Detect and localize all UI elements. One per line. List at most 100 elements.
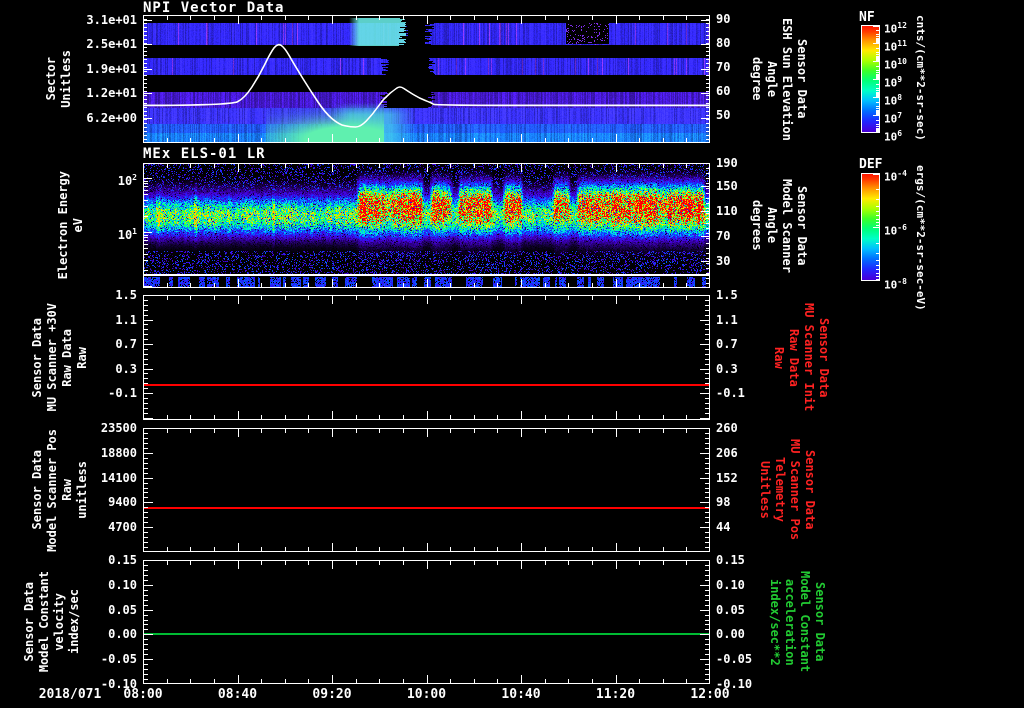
def-colorbar-title: DEF — [859, 157, 883, 172]
p3-left-tick-label: 1.5 — [115, 288, 137, 302]
p2-right-axis-label: Sensor Data Model Scanner Angle degrees — [750, 163, 809, 288]
p4-left-tick-label: 23500 — [100, 421, 137, 435]
date-label: 2018/071 — [38, 687, 102, 702]
p5-left-tick-label: 0.00 — [108, 627, 137, 642]
p4-left-tick-label: 14100 — [100, 470, 137, 485]
p3-right-tick-label: 0.7 — [716, 337, 738, 351]
axis-label-line: Sensor Data — [30, 317, 44, 398]
nf-colorbar-tick-label: 1010 — [884, 57, 907, 72]
p3-right-tick-label: 0.3 — [716, 361, 738, 376]
x-axis-tick-label: 09:20 — [312, 687, 352, 702]
axis-label-line: acceleration — [783, 578, 797, 666]
axis-label-line: ESH Sun Elevation — [780, 17, 794, 141]
p3-left-tick-label: 0.3 — [115, 361, 137, 376]
p1-left-tick-label: 1.9e+01 — [86, 61, 137, 76]
nf-colorbar-tick-label: 106 — [884, 129, 903, 144]
axis-label-line: Raw — [60, 479, 74, 501]
p1-left-tick-label: 3.1e+01 — [86, 12, 137, 27]
p5-left-tick-label: 0.10 — [108, 577, 137, 592]
p2-left-tick-label: 102 — [117, 173, 137, 188]
p3-left-tick-label: 1.1 — [115, 312, 137, 327]
p5-right-tick-label: -0.05 — [716, 652, 753, 667]
p3-right-axis-label: Sensor Data MU Scanner Init Raw Data Raw — [772, 295, 831, 420]
def-colorbar-tick-label: 10-4 — [884, 169, 907, 184]
axis-label-line: Sensor Data — [22, 582, 36, 662]
npi-spectrogram-canvas — [143, 15, 710, 143]
nf-colorbar-tick-label: 1012 — [884, 21, 907, 36]
p1-right-tick-label: 70 — [716, 59, 731, 74]
x-axis-tick-label: 12:00 — [690, 687, 730, 702]
x-axis-tick-label: 10:00 — [406, 687, 447, 702]
p4-left-axis-label: Sensor Data Model Scanner Pos Raw unitless — [30, 428, 89, 552]
axis-label-line: degrees — [750, 200, 764, 251]
axis-label-line: Raw — [75, 346, 89, 369]
x-axis-tick-label: 08:00 — [123, 687, 163, 702]
model-scanner-pos-canvas — [143, 428, 710, 552]
nf-colorbar-unit: cnts/(cm**2-sr-sec) — [914, 15, 927, 141]
p1-left-tick-label: 2.5e+01 — [86, 37, 137, 52]
mu-scanner-30v-canvas — [143, 295, 710, 420]
p1-right-tick-label: 50 — [716, 107, 731, 122]
p5-left-tick-label: -0.05 — [100, 652, 137, 667]
p1-right-tick-label: 80 — [716, 36, 731, 51]
p4-right-tick-label: 44 — [716, 520, 731, 535]
axis-label-line: unitless — [75, 461, 89, 519]
p2-left-axis-label: Electron Energy eV — [56, 163, 85, 288]
nf-colorbar-tick-label: 108 — [884, 93, 903, 108]
p4-right-tick-label: 98 — [716, 495, 731, 510]
axis-label-line: Raw — [772, 346, 786, 369]
p1-right-tick-label: 60 — [716, 84, 731, 99]
axis-label-line: Telemetry — [773, 457, 787, 523]
p3-right-tick-label: 1.1 — [716, 312, 738, 327]
p4-right-tick-label: 260 — [716, 421, 738, 435]
p5-left-axis-label: Sensor Data Model Constant velocity index/s… — [22, 560, 81, 684]
p4-left-tick-label: 9400 — [108, 495, 137, 510]
axis-label-line: eV — [71, 218, 85, 233]
x-axis-tick-label: 08:40 — [217, 687, 258, 702]
axis-label-line: velocity — [52, 593, 66, 651]
nf-colorbar-title: NF — [859, 10, 875, 25]
p5-right-tick-label: 0.05 — [716, 602, 745, 617]
p5-right-tick-label: 0.15 — [716, 553, 745, 567]
p5-left-tick-label: 0.15 — [108, 553, 137, 567]
x-axis-tick-label: 11:20 — [595, 687, 636, 702]
axis-label-line: Raw Data — [787, 328, 801, 387]
panel1-title: NPI Vector Data — [143, 0, 285, 16]
def-colorbar — [861, 173, 880, 281]
axis-label-line: index/sec**2 — [768, 578, 782, 666]
axis-label-line: Angle — [765, 60, 779, 98]
axis-label-line: Sector — [44, 57, 58, 101]
axis-label-line: Unitless — [758, 461, 772, 519]
def-colorbar-tick-label: 10-8 — [884, 277, 907, 292]
axis-label-line: Model Scanner Pos — [45, 428, 59, 552]
p1-right-tick-label: 90 — [716, 11, 731, 26]
model-constant-velocity-canvas — [143, 560, 710, 684]
p4-left-tick-label: 4700 — [108, 520, 137, 535]
p5-right-axis-label: Sensor Data Model Constant acceleration ind… — [768, 560, 827, 684]
axis-label-line: Sensor Data — [803, 450, 817, 530]
nf-colorbar-tick-label: 107 — [884, 111, 903, 126]
axis-label-line: Electron Energy — [56, 171, 70, 280]
p4-right-tick-label: 152 — [716, 470, 738, 485]
axis-label-line: Model Constant — [37, 571, 51, 673]
p1-right-axis-label: Sensor Data ESH Sun Elevation Angle degree — [750, 15, 809, 143]
p1-left-axis-label: Sector Unitless — [44, 15, 73, 143]
p5-right-tick-label: 0.00 — [716, 627, 745, 642]
p3-right-tick-label: -0.1 — [716, 386, 745, 400]
axis-label-line: Sensor Data — [817, 317, 831, 398]
axis-label-line: MU Scanner +30V — [45, 303, 59, 412]
p3-left-tick-label: -0.1 — [108, 386, 137, 400]
p2-right-tick-label: 110 — [716, 203, 738, 218]
def-colorbar-unit: ergs/(cm**2-sr-sec-eV) — [914, 165, 927, 311]
def-colorbar-tick-label: 10-6 — [884, 223, 907, 238]
p2-right-tick-label: 190 — [716, 156, 738, 170]
axis-label-line: Model Scanner — [780, 178, 794, 273]
axis-label-line: Sensor Data — [813, 582, 827, 662]
p4-left-tick-label: 18800 — [100, 445, 137, 460]
p4-right-axis-label: Sensor Data MU Scanner Pos Telemetry Unitle… — [758, 428, 817, 552]
axis-label-line: degree — [750, 57, 764, 101]
axis-label-line: index/sec — [67, 589, 81, 655]
els-spectrogram-canvas — [143, 163, 710, 288]
x-axis-tick-label: 10:40 — [501, 687, 541, 702]
